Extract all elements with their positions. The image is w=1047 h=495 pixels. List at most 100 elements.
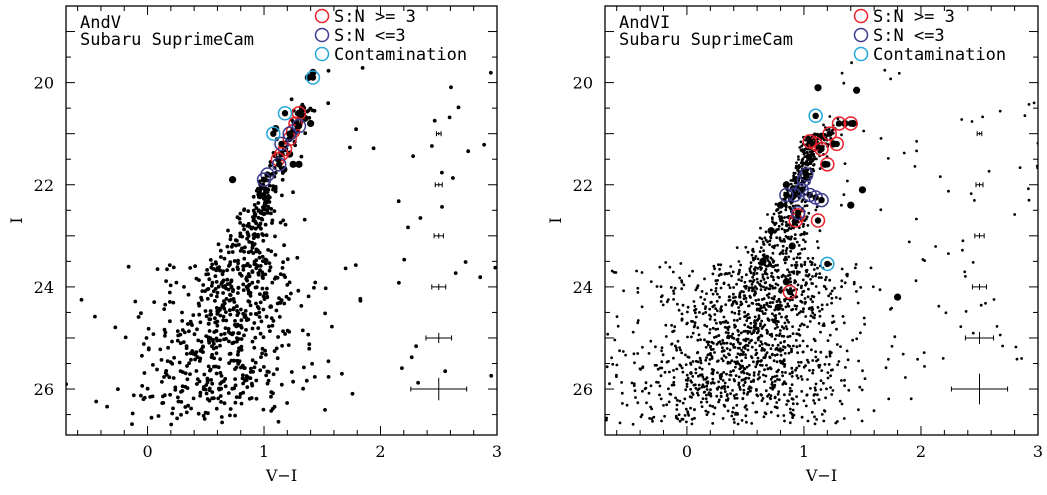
star-point bbox=[763, 323, 767, 327]
star-point bbox=[711, 272, 715, 276]
star-point bbox=[233, 238, 238, 243]
star-point bbox=[301, 386, 305, 391]
star-point bbox=[804, 315, 808, 318]
star-point bbox=[830, 301, 833, 305]
legend-marker bbox=[853, 27, 869, 43]
star-point bbox=[759, 363, 762, 367]
star-point bbox=[690, 335, 693, 339]
star-point bbox=[684, 353, 687, 357]
star-point bbox=[326, 375, 331, 379]
star-point bbox=[777, 334, 781, 337]
star-point bbox=[941, 357, 945, 360]
star-point bbox=[691, 360, 695, 363]
star-point bbox=[809, 297, 813, 301]
star-point bbox=[822, 381, 825, 385]
star-point bbox=[802, 152, 806, 156]
star-point bbox=[811, 311, 815, 315]
star-point bbox=[282, 243, 286, 248]
star-point bbox=[760, 346, 764, 350]
star-point bbox=[633, 361, 636, 365]
star-point bbox=[730, 304, 734, 307]
star-point bbox=[636, 291, 640, 294]
plot-frame bbox=[604, 5, 1039, 436]
star-point bbox=[224, 318, 229, 323]
star-point bbox=[690, 372, 693, 375]
star-point bbox=[222, 306, 227, 311]
star-point bbox=[766, 367, 770, 371]
star-point bbox=[780, 274, 784, 278]
star-point bbox=[233, 377, 238, 381]
star-point bbox=[704, 311, 708, 314]
star-point bbox=[1015, 357, 1019, 361]
contamination-ring bbox=[305, 70, 321, 85]
star-point bbox=[750, 253, 754, 257]
star-point bbox=[710, 357, 714, 360]
star-point bbox=[807, 273, 811, 276]
star-point bbox=[679, 262, 683, 265]
star-point bbox=[167, 375, 172, 380]
star-point bbox=[826, 371, 830, 374]
star-point bbox=[724, 331, 728, 334]
star-point bbox=[725, 394, 729, 398]
star-point bbox=[443, 369, 448, 374]
star-point bbox=[798, 146, 802, 149]
star-point bbox=[256, 306, 261, 311]
star-point bbox=[171, 376, 176, 380]
star-point bbox=[225, 277, 230, 282]
star-point bbox=[780, 315, 783, 319]
star-point bbox=[206, 322, 211, 326]
star-point bbox=[835, 327, 838, 331]
star-point bbox=[883, 68, 887, 72]
star-point bbox=[658, 265, 662, 269]
star-point bbox=[818, 167, 822, 171]
star-point bbox=[828, 333, 832, 337]
star-point bbox=[276, 419, 281, 424]
star-point bbox=[713, 351, 716, 354]
star-point bbox=[737, 270, 741, 274]
star-point bbox=[262, 202, 267, 207]
star-point bbox=[781, 348, 785, 352]
sn-high-ring bbox=[822, 126, 837, 141]
star-point bbox=[719, 322, 723, 325]
star-point bbox=[816, 306, 820, 309]
star-point bbox=[805, 136, 809, 140]
star-point bbox=[794, 307, 798, 311]
star-point bbox=[691, 269, 694, 273]
star-point bbox=[806, 325, 809, 329]
star-point bbox=[838, 297, 842, 300]
star-point bbox=[759, 340, 763, 343]
star-point bbox=[759, 305, 763, 309]
star-point bbox=[207, 386, 212, 391]
panel-label: AndVI bbox=[619, 13, 670, 33]
star-point bbox=[159, 358, 164, 362]
star-point bbox=[231, 267, 235, 272]
star-point bbox=[828, 352, 832, 356]
star-point bbox=[262, 291, 267, 296]
star-point bbox=[791, 416, 794, 419]
star-point bbox=[723, 381, 727, 385]
star-point bbox=[784, 371, 787, 374]
star-point bbox=[228, 407, 233, 411]
star-point bbox=[1018, 166, 1022, 170]
star-point bbox=[768, 356, 772, 360]
star-point bbox=[719, 263, 723, 267]
star-point bbox=[828, 278, 832, 282]
star-point bbox=[923, 259, 926, 262]
star-point bbox=[245, 230, 250, 235]
star-point bbox=[250, 280, 255, 285]
star-point bbox=[689, 387, 692, 391]
star-point bbox=[817, 322, 821, 325]
star-point bbox=[674, 344, 677, 348]
star-point bbox=[751, 280, 755, 284]
star-point bbox=[833, 286, 836, 290]
star-point bbox=[783, 380, 786, 384]
star-point bbox=[790, 366, 794, 370]
sn-low-star bbox=[295, 122, 303, 130]
star-point bbox=[664, 335, 668, 338]
star-point bbox=[256, 201, 261, 205]
bright-star bbox=[893, 293, 902, 301]
star-point bbox=[699, 338, 702, 342]
star-point bbox=[843, 378, 846, 382]
star-point bbox=[774, 314, 778, 317]
star-point bbox=[258, 268, 262, 273]
